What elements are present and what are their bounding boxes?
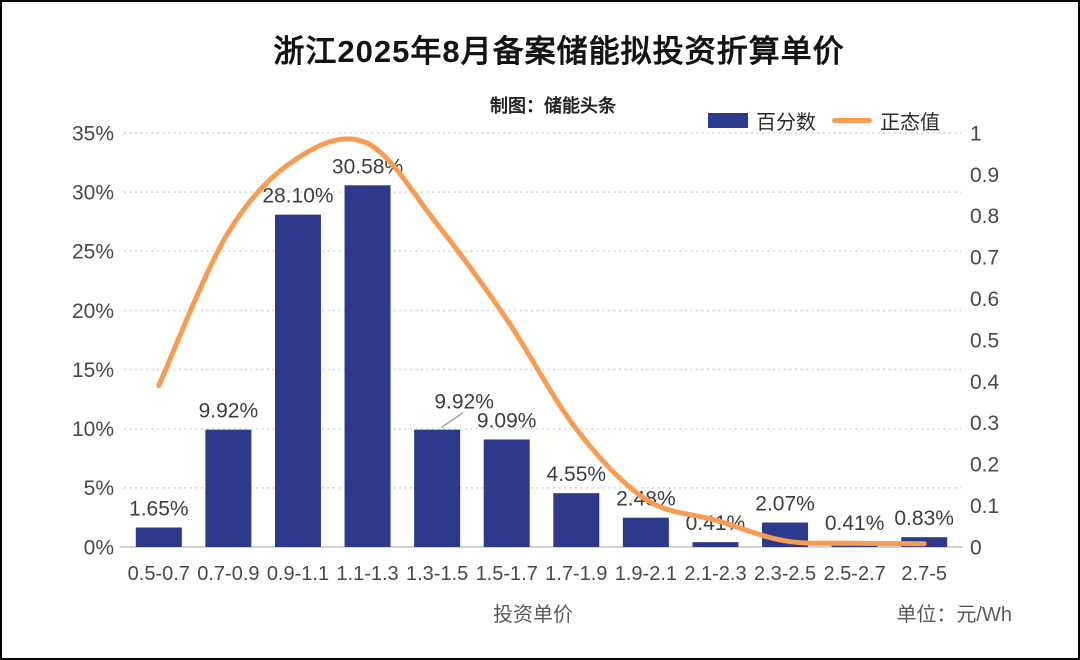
right-axis-tick-label: 0.1 [970, 495, 999, 518]
chart-subtitle: 制图：储能头条 [490, 96, 616, 116]
bar [344, 185, 391, 547]
x-axis-tick-label: 0.7-0.9 [197, 563, 259, 585]
right-axis-tick-label: 0.5 [970, 329, 999, 352]
x-axis-tick-label: 0.9-1.1 [267, 563, 329, 585]
bar-data-label: 30.58% [332, 155, 403, 178]
bar-data-label: 2.07% [755, 493, 815, 516]
left-axis-tick-label: 25% [72, 241, 114, 264]
left-axis-tick-label: 5% [84, 477, 114, 500]
x-axis-tick-label: 2.1-2.3 [684, 563, 746, 585]
line-series-swatch-icon [832, 117, 872, 123]
left-axis-tick-label: 35% [72, 122, 114, 145]
right-axis-tick-label: 0.8 [970, 205, 999, 228]
right-axis-tick-label: 0.4 [970, 371, 1000, 394]
right-axis-tick-label: 0.7 [970, 247, 999, 270]
x-axis-tick-label: 1.3-1.5 [406, 563, 468, 585]
bar-data-label: 4.55% [547, 463, 607, 486]
left-axis-tick-label: 0% [84, 536, 114, 559]
legend: 百分数 正态值 [708, 106, 940, 134]
x-axis-tick-label: 2.5-2.7 [823, 563, 885, 585]
x-axis-tick-label: 1.7-1.9 [545, 563, 607, 585]
label-leader-line [440, 412, 464, 429]
bar [622, 517, 669, 547]
right-axis-tick-label: 0.6 [970, 288, 999, 311]
x-axis-title: 投资单价 [493, 604, 573, 626]
right-axis-tick-label: 0.9 [970, 164, 999, 187]
bar [692, 542, 739, 547]
x-axis-tick-label: 2.3-2.5 [754, 563, 816, 585]
unit-label: 单位：元/Wh [896, 604, 1012, 626]
bar-data-label: 9.92% [199, 400, 259, 423]
bar-data-label: 0.83% [894, 507, 954, 530]
bar-data-label: 9.92% [434, 391, 494, 414]
left-axis-tick-label: 10% [72, 418, 114, 441]
left-axis-tick-label: 15% [72, 359, 114, 382]
left-axis-tick-label: 30% [72, 181, 114, 204]
bar [414, 429, 461, 547]
right-axis-tick-label: 0.2 [970, 454, 999, 477]
bar-series-swatch-icon [708, 112, 748, 128]
bar-data-label: 28.10% [262, 185, 333, 208]
left-axis-tick-label: 20% [72, 300, 114, 323]
bar [205, 429, 252, 547]
bar-data-label: 9.09% [477, 409, 537, 432]
normal-curve-line [156, 136, 927, 547]
legend-item-line-series: 正态值 [832, 106, 940, 135]
right-axis-tick-label: 0.3 [970, 412, 999, 435]
x-axis-tick-label: 1.9-2.1 [615, 563, 677, 585]
x-axis-tick-label: 1.5-1.7 [476, 563, 538, 585]
bar-data-label: 0.41% [825, 512, 885, 535]
chart-title: 浙江2025年8月备案储能拟投资折算单价 [273, 34, 845, 69]
legend-label-line-series: 正态值 [880, 111, 940, 134]
right-axis-tick-label: 0 [970, 536, 982, 559]
bar [274, 214, 321, 548]
legend-item-bar-series: 百分数 [708, 106, 816, 135]
bar [135, 527, 182, 547]
bar [483, 439, 530, 547]
right-axis-tick-label: 1 [970, 122, 982, 145]
legend-label-bar-series: 百分数 [756, 111, 816, 134]
bar [553, 493, 600, 547]
x-axis-tick-label: 1.1-1.3 [336, 563, 398, 585]
x-axis-tick-label: 0.5-0.7 [128, 563, 190, 585]
x-axis-tick-label: 2.7-5 [901, 563, 947, 585]
bar-data-label: 1.65% [129, 497, 189, 520]
